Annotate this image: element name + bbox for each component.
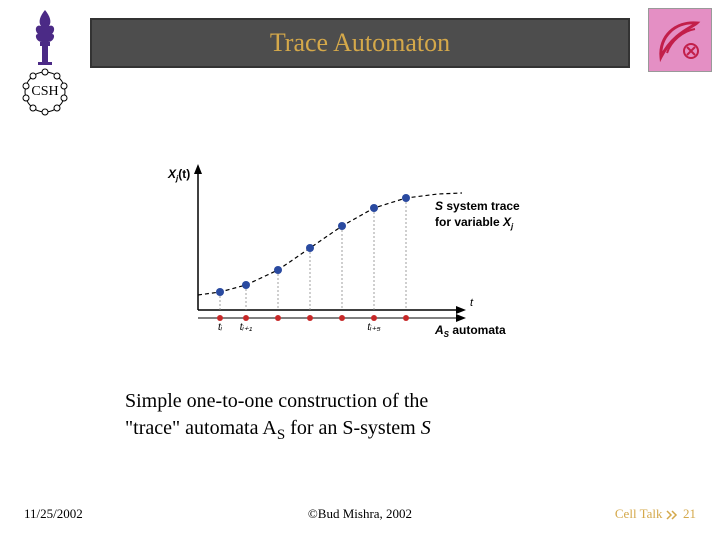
body-text: Simple one-to-one construction of the "t… <box>125 388 605 445</box>
svg-text:tᵢ₊₁: tᵢ₊₁ <box>240 322 252 333</box>
slide-title: Trace Automaton <box>270 28 450 58</box>
footer-page-num: 21 <box>683 506 696 521</box>
double-chevron-icon <box>666 510 680 520</box>
footer-page-label: Cell Talk <box>615 506 663 521</box>
svg-text:for variable Xj: for variable Xj <box>435 215 514 231</box>
svg-text:tᵢ: tᵢ <box>218 322 223 333</box>
footer-pageinfo: Cell Talk 21 <box>615 506 696 522</box>
diagram-svg: tᵢ tᵢ₊₁ tᵢ₊₅ Xj(t) t S system trace for variab… <box>160 150 560 350</box>
logo-right <box>648 8 712 72</box>
body-line2-sub: S <box>277 427 285 443</box>
svg-text:t: t <box>470 297 474 309</box>
svg-text:Xj(t): Xj(t) <box>167 167 190 183</box>
footer-copyright: ©Bud Mishra, 2002 <box>308 506 412 522</box>
logo-left: CSH <box>8 8 82 118</box>
torch-icon <box>26 8 64 66</box>
svg-text:S system trace: S system trace <box>435 199 520 213</box>
body-line2-pre: "trace" automata A <box>125 417 277 439</box>
trace-diagram: tᵢ tᵢ₊₁ tᵢ₊₅ Xj(t) t S system trace for variab… <box>160 150 560 350</box>
body-line1: Simple one-to-one construction of the <box>125 390 428 412</box>
csh-badge: CSH <box>16 68 74 116</box>
body-line2-end: S <box>421 417 431 439</box>
svg-text:AS automata: AS automata <box>434 323 506 339</box>
csh-label: CSH <box>31 84 58 100</box>
right-logo-icon <box>653 13 707 67</box>
footer-date: 11/25/2002 <box>24 506 83 522</box>
svg-text:tᵢ₊₅: tᵢ₊₅ <box>367 322 380 333</box>
title-bar: Trace Automaton <box>90 18 630 68</box>
body-line2-mid: for an S-system <box>285 417 421 439</box>
